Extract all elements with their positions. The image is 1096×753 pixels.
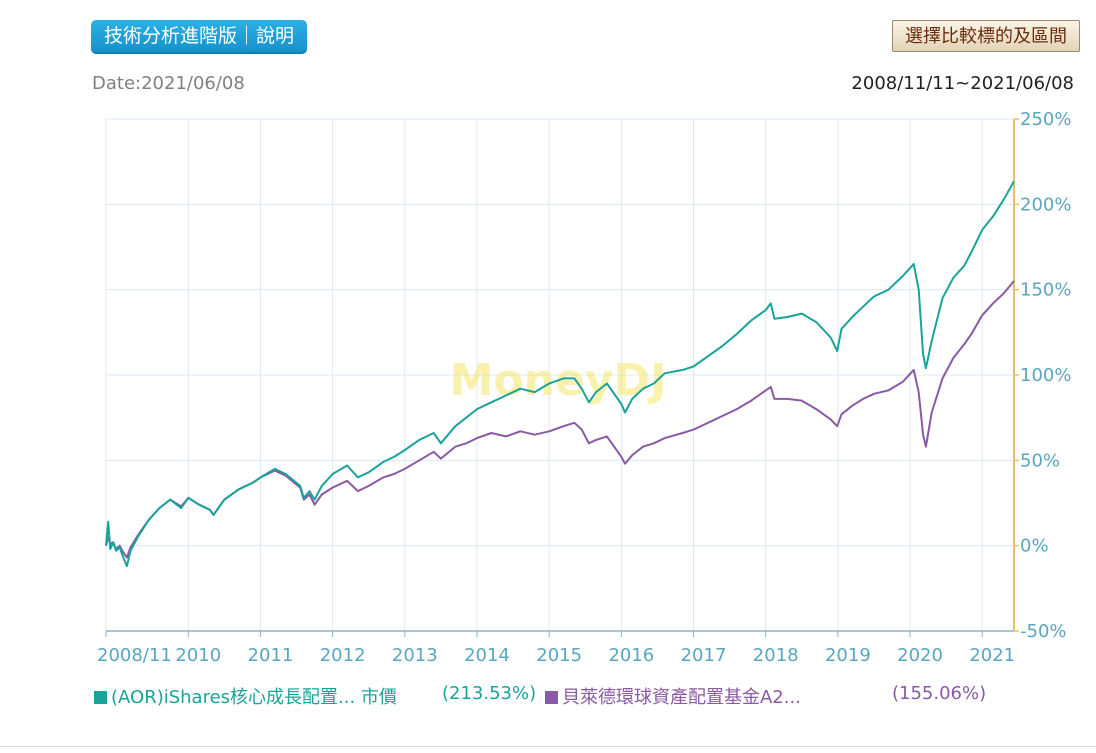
legend-series-2[interactable]: 貝萊德環球資產配置基金A2... (545, 683, 801, 709)
y-tick-label: 200% (1020, 194, 1071, 215)
y-tick-label: 0% (1020, 536, 1049, 557)
series-line-1 (105, 180, 1015, 568)
date-label: Date:2021/06/08 (92, 73, 245, 94)
date-range-label: 2008/11/11~2021/06/08 (851, 73, 1074, 94)
legend-value-2: (155.06%) (892, 683, 987, 704)
x-tick-label: 2013 (392, 645, 438, 666)
x-tick-label: 2018 (753, 645, 799, 666)
legend-name-2: 貝萊德環球資產配置基金A2... (562, 687, 801, 708)
bottom-divider (0, 746, 1096, 747)
x-tick-label: 2012 (320, 645, 366, 666)
x-tick-label: 2010 (175, 645, 221, 666)
performance-chart[interactable]: MoneyDJ 250%200%150%100%50%0%-50%2008/11… (0, 0, 1096, 680)
series-line-2 (105, 280, 1015, 559)
y-tick-label: 50% (1020, 450, 1060, 471)
x-tick-label: 2011 (248, 645, 294, 666)
legend-swatch-2 (545, 691, 558, 704)
tech-analysis-button[interactable]: 技術分析進階版｜說明 (91, 20, 307, 54)
axis-layer (105, 118, 1019, 637)
legend-value-1: (213.53%) (442, 683, 537, 704)
x-tick-label: 2020 (897, 645, 943, 666)
series-layer (105, 180, 1015, 568)
x-tick-label: 2015 (536, 645, 582, 666)
legend-series-1[interactable]: (AOR)iShares核心成長配置... 市價 (94, 683, 397, 709)
x-tick-label: 2016 (608, 645, 654, 666)
legend-swatch-1 (94, 691, 107, 704)
y-tick-label: 250% (1020, 109, 1071, 130)
x-tick-label: 2014 (464, 645, 510, 666)
select-compare-button[interactable]: 選擇比較標的及區間 (892, 20, 1080, 52)
y-tick-label: 150% (1020, 280, 1071, 301)
legend-name-1: (AOR)iShares核心成長配置... 市價 (111, 687, 397, 708)
x-tick-label: 2008/11 (97, 645, 172, 666)
x-tick-label: 2017 (681, 645, 727, 666)
x-tick-label: 2021 (969, 645, 1015, 666)
y-tick-label: 100% (1020, 365, 1071, 386)
x-tick-label: 2019 (825, 645, 871, 666)
tick-layer: 250% 200% 150% 100% 50% 0% -50% 2008/11 2010 2011… (97, 109, 1071, 666)
y-tick-label: -50% (1020, 621, 1067, 642)
